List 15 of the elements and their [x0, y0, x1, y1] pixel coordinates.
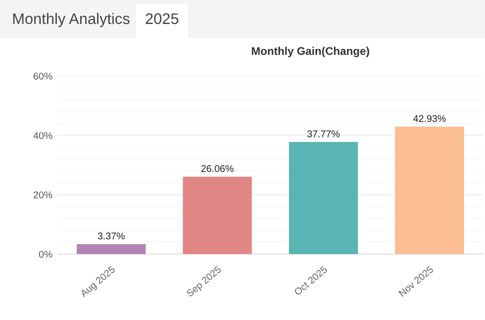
data-label: 42.93%: [413, 115, 446, 122]
y-tick-label: 0%: [38, 250, 52, 258]
bar: [182, 176, 252, 254]
bar: [288, 142, 358, 254]
y-tick-label: 40%: [33, 132, 52, 139]
bar: [395, 126, 464, 254]
data-label: 26.06%: [201, 165, 234, 172]
text: 2025: [146, 13, 178, 24]
data-label: 3.37%: [98, 232, 125, 240]
bar: [76, 244, 146, 254]
text: Monthly Analytics: [13, 12, 130, 28]
y-tick-label: 60%: [34, 72, 52, 80]
y-tick-label: 20%: [34, 191, 52, 198]
chart-title: Monthly Gain(Change): [252, 46, 370, 58]
data-label: 37.77%: [307, 130, 340, 138]
